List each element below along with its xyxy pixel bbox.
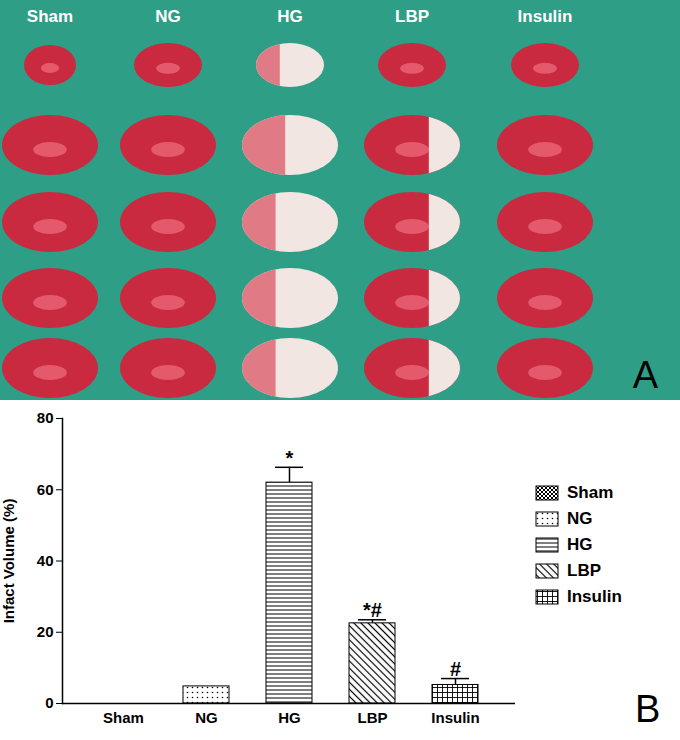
svg-text:HG: HG (278, 709, 301, 726)
svg-text:NG: NG (195, 709, 218, 726)
html-text:Insulin: Insulin (567, 587, 622, 606)
html-text:LBP: LBP (567, 561, 601, 580)
svg-text:*#: *# (363, 599, 382, 621)
html-text:Sham: Sham (567, 483, 614, 502)
svg-text:60: 60 (37, 481, 54, 498)
svg-text:NG: NG (155, 7, 181, 26)
svg-text:Insulin: Insulin (431, 709, 479, 726)
svg-text:HG: HG (277, 7, 303, 26)
svg-text:Sham: Sham (103, 709, 144, 726)
svg-text:Insulin: Insulin (518, 7, 573, 26)
svg-text:*: * (286, 447, 294, 469)
svg-text:LBP: LBP (395, 7, 429, 26)
svg-text:20: 20 (37, 623, 54, 640)
svg-text:Sham: Sham (27, 7, 73, 26)
svg-text:LBP: LBP (358, 709, 388, 726)
svg-text:0: 0 (45, 694, 53, 711)
svg-text:40: 40 (37, 552, 54, 569)
html-text:NG: NG (567, 509, 593, 528)
html-text:HG: HG (567, 535, 593, 554)
html-text:B: B (635, 688, 661, 730)
svg-text:A: A (633, 354, 659, 396)
svg-text:Infact Volume (%): Infact Volume (%) (0, 499, 17, 624)
svg-text:#: # (450, 658, 461, 680)
svg-text:80: 80 (37, 409, 54, 426)
